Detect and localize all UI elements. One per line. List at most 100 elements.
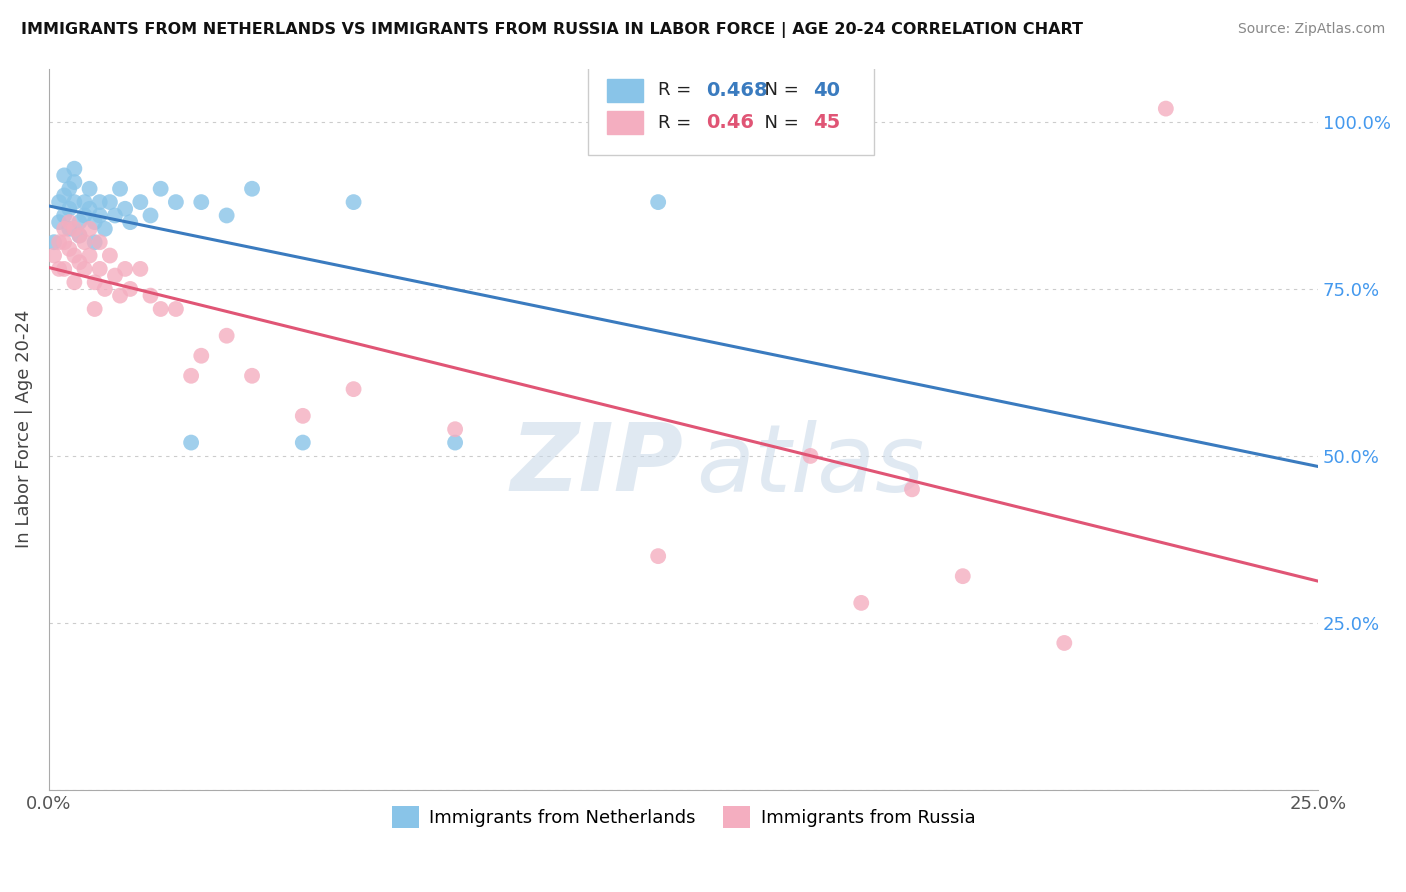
Point: [79, 182, 101, 196]
Point: [63, 248, 86, 262]
Point: [89, 209, 111, 223]
Point: [1154, 102, 1177, 116]
Point: [149, 301, 172, 316]
Point: [647, 549, 669, 563]
Text: atlas: atlas: [696, 420, 925, 511]
Text: 40: 40: [813, 80, 839, 100]
FancyBboxPatch shape: [588, 65, 875, 155]
Point: [73, 261, 96, 276]
Legend: Immigrants from Netherlands, Immigrants from Russia: Immigrants from Netherlands, Immigrants …: [384, 798, 983, 835]
Point: [165, 301, 187, 316]
Text: N =: N =: [754, 81, 804, 99]
Point: [98, 195, 121, 210]
Point: [83, 275, 105, 289]
Point: [94, 222, 117, 236]
Point: [53, 209, 76, 223]
Point: [149, 182, 172, 196]
Point: [79, 222, 101, 236]
Point: [58, 215, 80, 229]
Point: [342, 382, 364, 396]
Point: [98, 248, 121, 262]
Point: [67, 228, 90, 243]
Point: [129, 261, 152, 276]
Text: N =: N =: [754, 113, 804, 132]
Bar: [607, 112, 643, 134]
Point: [120, 215, 142, 229]
Point: [79, 248, 101, 262]
Point: [89, 235, 111, 250]
Point: [139, 209, 162, 223]
Point: [799, 449, 821, 463]
Point: [53, 222, 76, 236]
Point: [94, 282, 117, 296]
Point: [73, 195, 96, 210]
Point: [291, 409, 314, 423]
Point: [79, 202, 101, 216]
Point: [901, 483, 924, 497]
Point: [63, 161, 86, 176]
Point: [67, 228, 90, 243]
Text: Source: ZipAtlas.com: Source: ZipAtlas.com: [1237, 22, 1385, 37]
Point: [48, 215, 70, 229]
Point: [190, 349, 212, 363]
Point: [53, 261, 76, 276]
Bar: [607, 78, 643, 102]
Point: [108, 182, 131, 196]
Point: [48, 235, 70, 250]
Point: [83, 215, 105, 229]
Point: [129, 195, 152, 210]
Point: [240, 182, 263, 196]
Point: [83, 301, 105, 316]
Point: [952, 569, 974, 583]
Point: [67, 215, 90, 229]
Point: [444, 435, 467, 450]
Point: [240, 368, 263, 383]
Point: [120, 282, 142, 296]
Point: [48, 261, 70, 276]
Point: [139, 288, 162, 302]
Point: [73, 235, 96, 250]
Point: [851, 596, 873, 610]
Point: [647, 195, 669, 210]
Text: 45: 45: [813, 113, 841, 132]
Text: R =: R =: [658, 81, 697, 99]
Point: [48, 195, 70, 210]
Point: [63, 222, 86, 236]
Point: [58, 242, 80, 256]
Point: [342, 195, 364, 210]
Point: [104, 268, 127, 283]
Point: [42, 248, 65, 262]
Point: [108, 288, 131, 302]
Point: [73, 209, 96, 223]
Point: [165, 195, 187, 210]
Point: [180, 435, 202, 450]
Point: [67, 255, 90, 269]
Point: [114, 261, 136, 276]
Point: [53, 188, 76, 202]
Point: [89, 195, 111, 210]
Point: [1053, 636, 1076, 650]
Point: [83, 235, 105, 250]
Text: 0.468: 0.468: [706, 80, 768, 100]
Point: [291, 435, 314, 450]
Point: [58, 222, 80, 236]
Point: [53, 169, 76, 183]
Point: [63, 195, 86, 210]
Point: [215, 209, 238, 223]
Y-axis label: In Labor Force | Age 20-24: In Labor Force | Age 20-24: [15, 310, 32, 549]
Point: [63, 275, 86, 289]
Text: R =: R =: [658, 113, 697, 132]
Point: [42, 235, 65, 250]
Point: [215, 328, 238, 343]
Text: ZIP: ZIP: [510, 419, 683, 511]
Point: [180, 368, 202, 383]
Point: [444, 422, 467, 436]
Text: 0.46: 0.46: [706, 113, 755, 132]
Point: [190, 195, 212, 210]
Point: [114, 202, 136, 216]
Point: [58, 202, 80, 216]
Text: IMMIGRANTS FROM NETHERLANDS VS IMMIGRANTS FROM RUSSIA IN LABOR FORCE | AGE 20-24: IMMIGRANTS FROM NETHERLANDS VS IMMIGRANT…: [21, 22, 1083, 38]
Point: [58, 182, 80, 196]
Point: [63, 175, 86, 189]
Point: [89, 261, 111, 276]
